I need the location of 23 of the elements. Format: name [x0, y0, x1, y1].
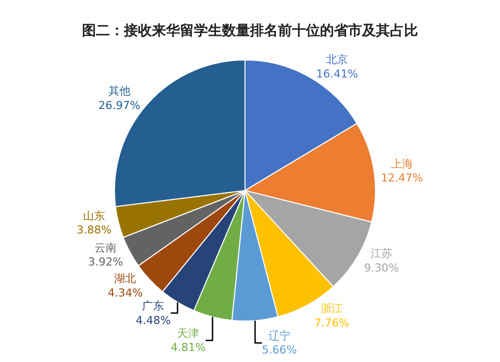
slice-label: 广东 — [142, 299, 164, 312]
slice-label: 天津 — [177, 326, 200, 340]
slice-label: 其他 — [108, 84, 130, 98]
slice-label: 浙江 — [320, 302, 343, 315]
data-label: 3.88% — [76, 224, 112, 237]
data-label: 3.92% — [88, 256, 124, 269]
data-label: 5.66% — [262, 344, 297, 357]
data-label: 26.97% — [98, 98, 140, 112]
data-label: 4.34% — [108, 286, 143, 300]
data-label: 4.81% — [170, 341, 206, 354]
data-label: 12.47% — [380, 172, 423, 185]
data-label: 16.41% — [316, 67, 358, 80]
slice-label: 湖北 — [114, 272, 136, 286]
slice-label: 山东 — [83, 209, 106, 222]
data-label: 7.76% — [314, 316, 350, 330]
slice-label: 北京 — [326, 52, 348, 66]
slice-label: 云南 — [94, 241, 117, 254]
slice-label: 上海 — [390, 157, 413, 170]
chart-title: 图二：接收来华留学生数量排名前十位的省市及其占比 — [82, 22, 418, 40]
data-label: 9.30% — [364, 261, 399, 274]
slice-label: 江苏 — [370, 247, 393, 260]
slice-label: 辽宁 — [268, 329, 290, 342]
data-label: 4.48% — [136, 314, 171, 327]
